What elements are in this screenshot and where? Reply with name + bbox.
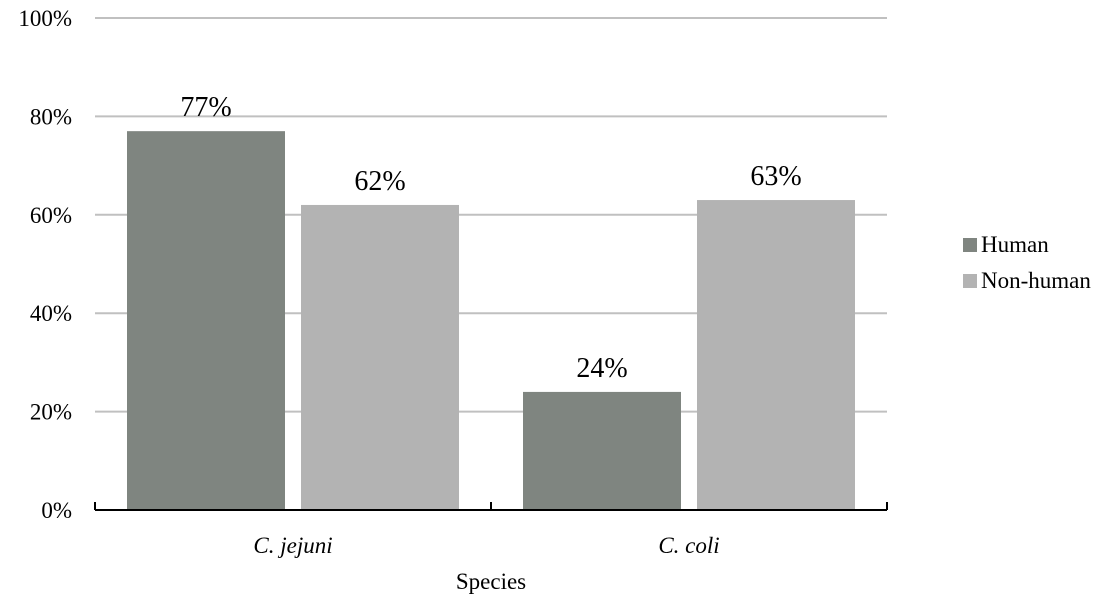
bars	[127, 131, 855, 511]
legend-label: Human	[981, 232, 1049, 257]
data-label: 63%	[750, 161, 801, 192]
y-tick-label: 80%	[30, 104, 72, 129]
y-axis-ticks: 0% 20% 40% 60% 80% 100%	[18, 6, 72, 523]
x-axis-categories: C. jejuni C. coli	[253, 533, 719, 558]
y-tick-label: 0%	[41, 498, 72, 523]
y-tick-label: 100%	[18, 6, 72, 31]
bar-non-human-1	[301, 204, 459, 510]
legend-swatch	[963, 238, 977, 252]
data-label: 24%	[576, 353, 627, 384]
y-tick-label: 60%	[30, 203, 72, 228]
legend-swatch	[963, 274, 977, 288]
legend: Human Non-human	[963, 232, 1091, 293]
bar-human-2	[523, 391, 681, 510]
x-axis-title: Species	[456, 569, 526, 594]
y-tick-label: 40%	[30, 301, 72, 326]
x-axis	[94, 502, 888, 511]
bar-non-human-2	[697, 200, 855, 511]
legend-label: Non-human	[981, 268, 1091, 293]
data-labels: 77% 62% 24% 63%	[180, 92, 801, 384]
y-tick-label: 20%	[30, 400, 72, 425]
data-label: 62%	[354, 166, 405, 197]
x-category-label: C. coli	[658, 533, 719, 558]
data-label: 77%	[180, 92, 231, 123]
x-category-label: C. jejuni	[253, 533, 332, 558]
bar-human-1	[127, 131, 285, 510]
